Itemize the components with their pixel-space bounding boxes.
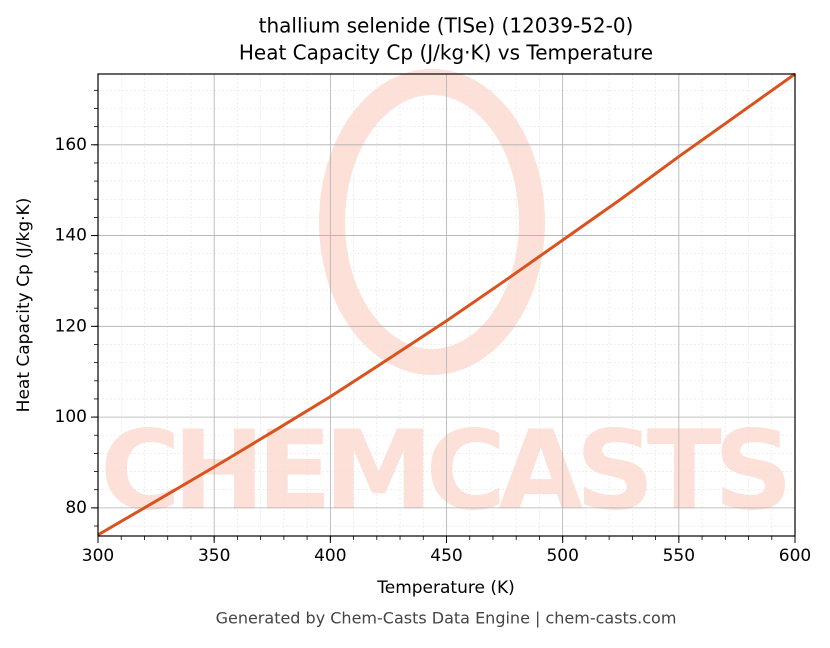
x-tick-label: 500 — [546, 546, 578, 566]
y-tick-label: 100 — [55, 407, 87, 427]
x-tick-label: 300 — [82, 546, 114, 566]
x-tick-label: 550 — [663, 546, 695, 566]
footer: Generated by Chem-Casts Data Engine | ch… — [216, 609, 677, 628]
plot-frame — [97, 73, 796, 537]
y-tick-label: 80 — [65, 498, 87, 518]
y-axis-label: Heat Capacity Cp (J/kg·K) — [14, 198, 34, 413]
chart-title: thallium selenide (TlSe) (12039-52-0) — [259, 14, 634, 38]
y-tick-label: 120 — [55, 316, 87, 336]
chart-subtitle: Heat Capacity Cp (J/kg·K) vs Temperature — [239, 41, 653, 65]
y-tick-label: 160 — [55, 135, 87, 155]
y-tick-label: 140 — [55, 226, 87, 246]
x-tick-label: 450 — [430, 546, 462, 566]
x-axis-label: Temperature (K) — [376, 578, 515, 598]
x-tick-label: 400 — [314, 546, 346, 566]
x-tick-label: 350 — [198, 546, 230, 566]
x-tick-label: 600 — [779, 546, 811, 566]
watermark-logo — [319, 69, 545, 375]
line — [97, 72, 796, 537]
